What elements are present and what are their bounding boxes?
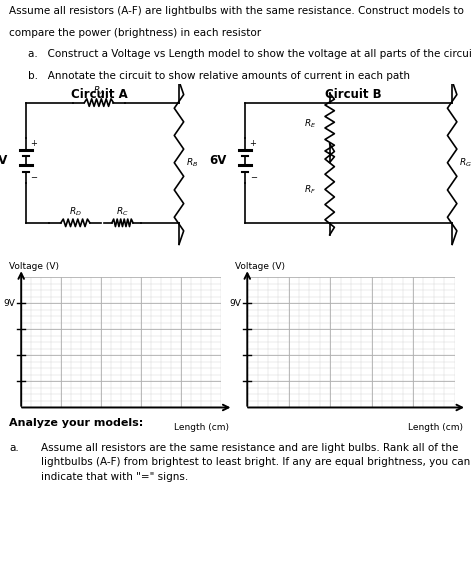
Text: 9V: 9V xyxy=(229,299,241,308)
Text: +: + xyxy=(250,139,257,148)
Text: Length (cm): Length (cm) xyxy=(408,423,463,432)
Text: −: − xyxy=(31,173,38,183)
Text: $R_C$: $R_C$ xyxy=(116,205,129,218)
Text: $R_E$: $R_E$ xyxy=(304,118,316,131)
Text: −: − xyxy=(250,173,257,183)
Text: Circuit A: Circuit A xyxy=(71,87,127,101)
Text: Assume all resistors (A-F) are lightbulbs with the same resistance. Construct mo: Assume all resistors (A-F) are lightbulb… xyxy=(9,6,464,16)
Text: 8V: 8V xyxy=(0,154,8,167)
Text: a.: a. xyxy=(9,443,19,453)
Text: Analyze your models:: Analyze your models: xyxy=(9,418,144,428)
Text: $R_D$: $R_D$ xyxy=(69,205,82,218)
Text: $R_F$: $R_F$ xyxy=(304,183,316,195)
Text: compare the power (brightness) in each resistor: compare the power (brightness) in each r… xyxy=(9,28,261,38)
Text: Circuit B: Circuit B xyxy=(325,87,382,101)
Text: 9V: 9V xyxy=(3,299,15,308)
Text: $R_B$: $R_B$ xyxy=(186,157,198,169)
Text: Voltage (V): Voltage (V) xyxy=(235,262,285,271)
Text: Length (cm): Length (cm) xyxy=(174,423,229,432)
Text: $R_A$: $R_A$ xyxy=(93,85,105,97)
Text: +: + xyxy=(31,139,38,148)
Text: $R_G$: $R_G$ xyxy=(459,157,471,169)
Text: a.   Construct a Voltage vs Length model to show the voltage at all parts of the: a. Construct a Voltage vs Length model t… xyxy=(28,50,471,60)
Text: Voltage (V): Voltage (V) xyxy=(9,262,59,271)
Text: Assume all resistors are the same resistance and are light bulbs. Rank all of th: Assume all resistors are the same resist… xyxy=(41,443,471,481)
Text: 6V: 6V xyxy=(210,154,227,167)
Text: b.   Annotate the circuit to show relative amounts of current in each path: b. Annotate the circuit to show relative… xyxy=(28,71,410,81)
